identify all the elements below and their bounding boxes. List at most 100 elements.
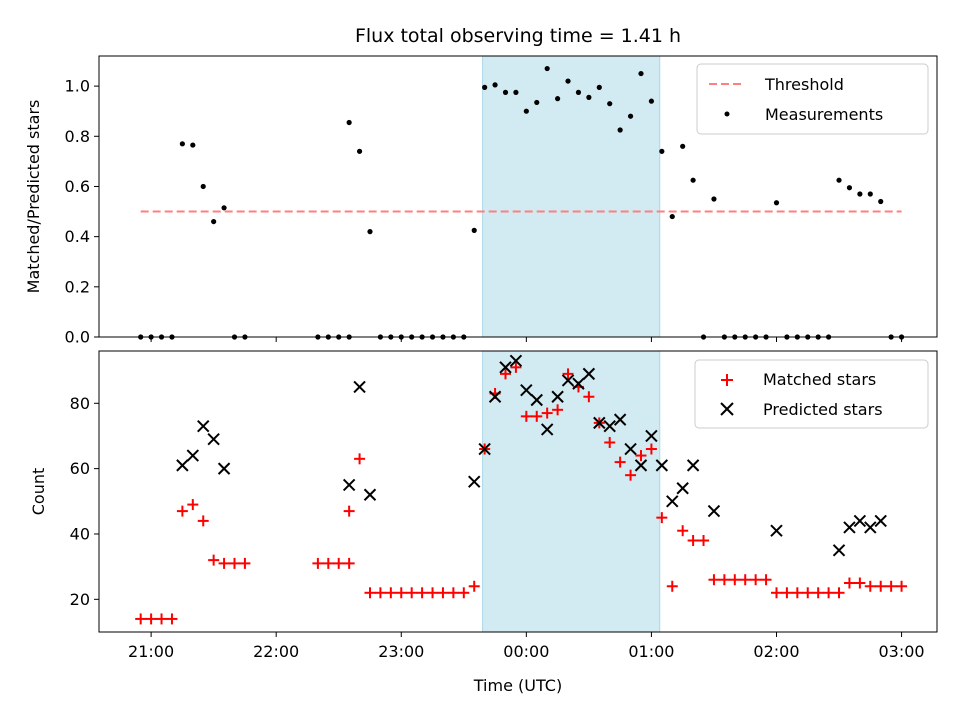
- y-tick-label: 0.2: [65, 277, 90, 296]
- matched-stars-point-44: [645, 443, 657, 455]
- y-tick-label: 40: [70, 524, 90, 543]
- predicted-stars-point-25: [645, 429, 658, 443]
- predicted-stars-point-22: [613, 413, 627, 426]
- predicted-stars-point-28: [676, 482, 689, 495]
- matched-stars-point-1: [145, 613, 157, 625]
- measurements-point-65: [867, 191, 873, 197]
- bottom-legend-box: [694, 359, 929, 429]
- predicted-stars-point-32: [832, 544, 846, 557]
- measurements-point-38: [586, 94, 592, 100]
- matched-stars-point-65: [864, 580, 876, 592]
- legend-measurements-label: Measurements: [765, 105, 883, 124]
- predicted-stars-point-4: [217, 462, 231, 475]
- predicted-stars-point-16: [551, 390, 564, 403]
- measurements-point-43: [638, 70, 644, 77]
- matched-stars-point-2: [156, 613, 168, 625]
- measurements-point-39: [596, 84, 602, 90]
- matched-stars-point-58: [791, 587, 803, 599]
- predicted-stars-point-29: [686, 459, 700, 472]
- matched-stars-point-33: [531, 410, 543, 422]
- top-legend: Threshold Measurements: [696, 63, 929, 135]
- count-points: [135, 354, 908, 625]
- measurements-point-64: [857, 191, 863, 197]
- matched-stars-point-36: [562, 368, 574, 380]
- matched-stars-point-14: [343, 557, 355, 569]
- x-tick-label: 21:00: [128, 642, 174, 661]
- matched-stars-point-53: [739, 574, 751, 586]
- measurements-point-37: [575, 89, 582, 95]
- matched-stars-point-9: [228, 557, 240, 569]
- matched-stars-point-19: [385, 587, 397, 599]
- predicted-stars-point-5: [342, 478, 356, 492]
- matched-stars-point-16: [354, 453, 366, 465]
- matched-stars-point-60: [812, 587, 824, 599]
- predicted-stars-point-26: [655, 459, 669, 472]
- matched-stars-point-8: [218, 557, 230, 569]
- matched-stars-point-68: [896, 580, 908, 592]
- matched-stars-point-52: [729, 574, 741, 586]
- matched-stars-point-22: [416, 587, 428, 599]
- measurements-point-56: [773, 200, 780, 206]
- matched-stars-point-4: [176, 505, 188, 517]
- x-tick-label: 03:00: [879, 642, 925, 661]
- predicted-stars-point-18: [572, 377, 585, 390]
- y-tick-label: 20: [70, 590, 90, 609]
- measurements-point-50: [711, 196, 717, 202]
- matched-stars-point-32: [520, 410, 532, 422]
- bottom-legend: Matched stars Predicted stars: [694, 359, 929, 429]
- predicted-stars-point-27: [666, 495, 679, 508]
- matched-stars-point-11: [312, 557, 324, 569]
- matched-stars-point-42: [625, 469, 637, 481]
- predicted-stars-point-10: [488, 390, 502, 403]
- legend-measurements-swatch: [724, 111, 730, 117]
- measurements-point-15: [346, 119, 352, 126]
- matched-stars-point-34: [541, 407, 553, 419]
- measurements-point-30: [502, 89, 509, 95]
- measurements-point-7: [211, 218, 217, 225]
- matched-stars-point-49: [698, 535, 710, 547]
- matched-stars-point-17: [364, 587, 376, 599]
- predicted-stars-point-36: [874, 514, 887, 528]
- matched-stars-point-26: [458, 587, 470, 599]
- measurements-point-45: [659, 148, 665, 154]
- x-axis-label: Time (UTC): [473, 676, 562, 695]
- matched-stars-point-62: [833, 587, 845, 599]
- top-legend-box: [696, 63, 929, 135]
- measurements-point-27: [471, 227, 477, 233]
- measurements-point-46: [669, 213, 675, 220]
- predicted-stars-point-15: [540, 423, 554, 436]
- chart-title: Flux total observing time = 1.41 h: [355, 25, 681, 47]
- bottom-ylabel: Count: [29, 468, 48, 516]
- y-tick-label: 0.6: [65, 177, 90, 196]
- matched-stars-point-67: [885, 580, 897, 592]
- y-tick-label: 1.0: [65, 77, 90, 96]
- matched-stars-point-45: [656, 512, 668, 524]
- matched-stars-point-30: [499, 368, 511, 380]
- matched-stars-point-25: [447, 587, 459, 599]
- legend-predicted-label: Predicted stars: [763, 400, 883, 419]
- measurements-point-17: [367, 229, 373, 235]
- top-panel: 0.0 0.2 0.4 0.6 0.8 1.0 Flux total observing …: [24, 25, 938, 347]
- predicted-stars-point-21: [603, 419, 616, 433]
- matched-stars-point-51: [718, 574, 730, 586]
- x-tick-label: 00:00: [503, 642, 549, 661]
- predicted-stars-point-14: [530, 393, 543, 407]
- predicted-stars-point-31: [770, 524, 783, 537]
- predicted-stars-point-35: [864, 521, 877, 534]
- matched-stars-point-7: [208, 554, 220, 566]
- x-tick-label: 02:00: [753, 642, 799, 661]
- measurements-point-16: [356, 148, 363, 154]
- predicted-stars-point-1: [186, 449, 200, 462]
- measurements-point-4: [179, 141, 185, 147]
- measurements-point-41: [617, 127, 623, 133]
- predicted-stars-point-9: [478, 442, 491, 456]
- x-tick-label: 01:00: [628, 642, 674, 661]
- bottom-panel: 20 40 60 80 21:00 22:00 23:00 00:00 01:00 02:00 03…: [29, 350, 938, 695]
- predicted-stars-point-0: [176, 459, 189, 472]
- matched-stars-point-5: [187, 499, 199, 511]
- predicted-stars-point-12: [509, 354, 523, 368]
- measurements-point-62: [836, 177, 842, 183]
- measurements-point-48: [690, 177, 696, 183]
- predicted-stars-point-30: [707, 504, 721, 518]
